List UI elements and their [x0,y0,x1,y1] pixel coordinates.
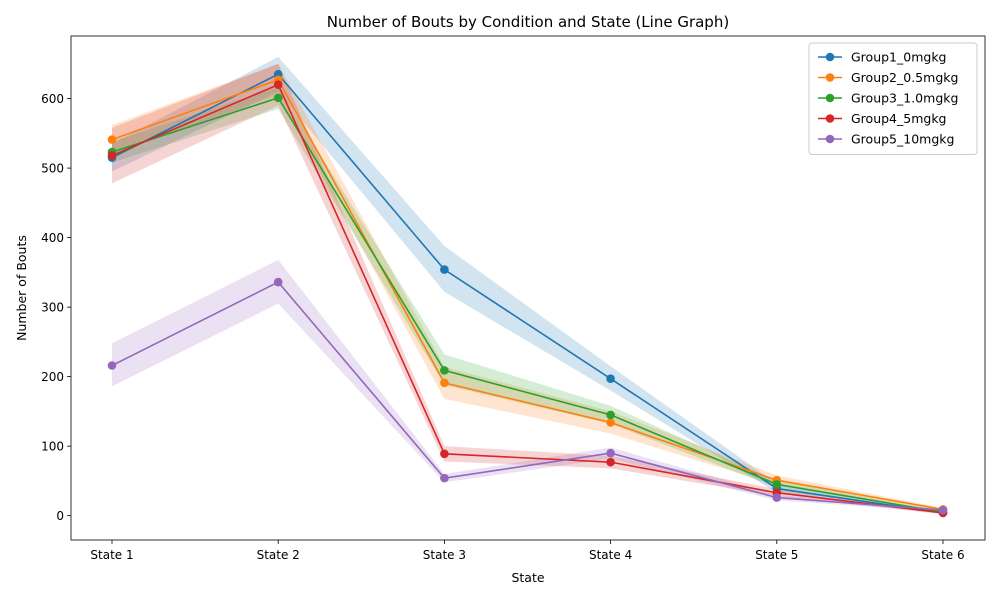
series-line-4 [111,83,944,514]
legend-box [808,42,978,155]
data-point [606,457,615,467]
series-lines [111,73,944,514]
data-point [273,277,283,287]
chart-title: Number of Bouts by Condition and State (… [327,13,729,31]
data-point [440,378,449,388]
x-axis-label: State [511,570,544,585]
data-point [440,473,449,483]
y-tick-label: 0 [56,509,64,523]
data-point [606,418,615,427]
y-tick-label: 200 [41,370,64,384]
data-point [273,80,283,89]
error-band-1 [112,56,943,515]
legend-marker [825,93,835,103]
legend-marker [825,73,835,82]
legend-marker [825,114,835,123]
legend-label: Group5_10mgkg [851,132,954,147]
series-line-2 [111,78,944,511]
y-axis-ticks: 0 100 200 300 400 500 600 [41,92,71,523]
data-point [440,366,449,375]
legend: Group1_0mgkg Group2_0.5mgkg Group3_1.0mgkg… [808,42,978,155]
error-band-3 [112,86,943,514]
y-tick-label: 400 [41,231,64,245]
x-tick-label: State 4 [589,548,632,562]
data-point [107,135,117,144]
y-axis-label: Number of Bouts [14,235,29,341]
legend-marker [825,134,835,144]
x-tick-label: State 2 [257,548,300,562]
x-tick-label: State 3 [423,548,466,562]
data-point [772,493,782,502]
legend-label: Group3_1.0mgkg [851,91,958,106]
legend-label: Group1_0mgkg [851,50,947,65]
y-tick-label: 300 [41,301,64,315]
data-point [772,480,782,489]
x-axis-ticks: State 1 State 2 State 3 State 4 State 5 State… [90,540,965,562]
error-band-5 [112,259,943,512]
series-points [107,69,948,518]
series-line-1 [111,73,944,514]
data-point [606,448,615,458]
data-point [938,505,948,515]
error-band-2 [112,63,943,511]
x-tick-label: State 6 [921,548,964,562]
series-line-5 [111,281,944,511]
data-point [440,265,449,274]
data-point [440,449,449,459]
data-point [107,151,117,160]
legend-marker [825,52,835,62]
data-point [107,361,117,370]
data-point [606,374,615,384]
x-tick-label: State 1 [90,548,133,562]
data-point [606,410,615,420]
y-tick-label: 500 [41,162,64,176]
data-point [273,93,283,103]
y-tick-label: 600 [41,92,64,106]
x-tick-label: State 5 [755,548,798,562]
plot-frame [70,35,986,541]
series-line-3 [111,96,944,513]
legend-label: Group2_0.5mgkg [851,70,958,85]
y-tick-label: 100 [41,440,64,454]
legend-label: Group4_5mgkg [851,111,947,126]
